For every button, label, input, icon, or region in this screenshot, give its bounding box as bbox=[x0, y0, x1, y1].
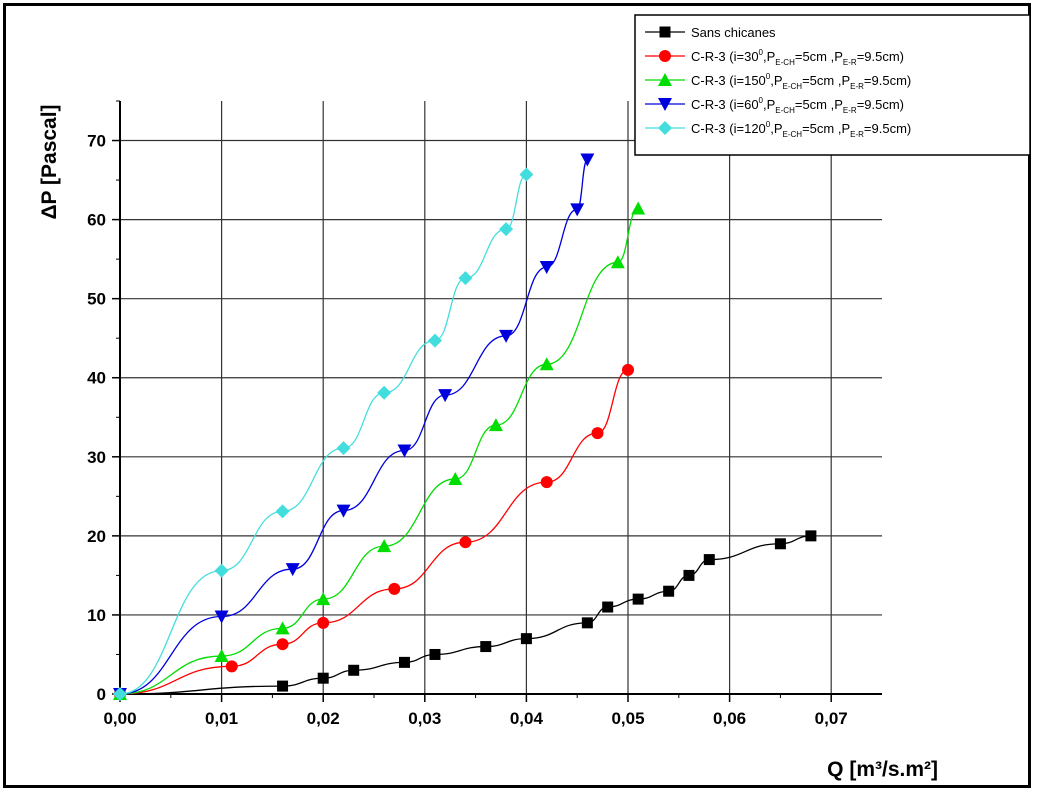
x-tick-label: 0,00 bbox=[103, 709, 136, 728]
legend-label: Sans chicanes bbox=[691, 25, 776, 40]
series-4 bbox=[113, 167, 534, 701]
x-tick-label: 0,01 bbox=[205, 709, 238, 728]
series-3 bbox=[113, 153, 595, 701]
data-point bbox=[429, 648, 441, 660]
data-point bbox=[459, 536, 472, 549]
data-point bbox=[591, 427, 604, 440]
legend: Sans chicanes C-R-3 (i=300,PE-CH=5cm ,PE-… bbox=[634, 14, 1031, 156]
data-point bbox=[622, 363, 634, 376]
data-point bbox=[632, 593, 644, 605]
legend-label: C-R-3 (i=600,PE-CH=5cm ,PE-R=9.5cm) bbox=[691, 96, 904, 115]
data-point bbox=[458, 271, 473, 286]
data-point bbox=[397, 444, 412, 458]
series-layer bbox=[113, 153, 817, 701]
grid bbox=[120, 101, 882, 694]
data-point bbox=[499, 329, 514, 343]
data-point bbox=[703, 554, 715, 566]
data-point bbox=[275, 504, 290, 519]
series-2 bbox=[113, 201, 646, 700]
data-point bbox=[570, 203, 585, 217]
data-point bbox=[277, 680, 289, 692]
x-tick-label: 0,06 bbox=[713, 709, 746, 728]
data-point bbox=[581, 617, 593, 629]
data-point bbox=[316, 592, 331, 606]
series-0 bbox=[114, 530, 817, 700]
y-tick-label: 50 bbox=[87, 290, 106, 309]
data-point bbox=[488, 418, 503, 432]
legend-marker bbox=[659, 50, 671, 62]
data-point bbox=[499, 222, 514, 237]
data-point bbox=[663, 585, 675, 597]
data-point bbox=[540, 476, 553, 489]
data-point bbox=[805, 530, 817, 542]
data-point bbox=[225, 660, 238, 673]
data-point bbox=[214, 649, 229, 663]
x-tick-label: 0,05 bbox=[611, 709, 644, 728]
data-point bbox=[336, 441, 351, 456]
series-line bbox=[119, 369, 629, 695]
data-point bbox=[610, 255, 625, 269]
data-point bbox=[448, 471, 463, 485]
data-point bbox=[377, 385, 392, 400]
data-point bbox=[285, 563, 300, 577]
data-point bbox=[774, 538, 786, 550]
data-point bbox=[438, 389, 453, 403]
data-point bbox=[539, 357, 554, 371]
data-point bbox=[519, 167, 534, 182]
data-point bbox=[377, 539, 392, 553]
legend-entry: C-R-3 (i=600,PE-CH=5cm ,PE-R=9.5cm) bbox=[645, 96, 904, 115]
legend-marker bbox=[659, 26, 671, 38]
data-point bbox=[275, 621, 290, 635]
series-1 bbox=[114, 363, 634, 700]
data-point bbox=[113, 687, 127, 701]
data-point bbox=[348, 664, 360, 676]
y-tick-label: 60 bbox=[87, 211, 106, 230]
data-point bbox=[683, 569, 695, 581]
data-point bbox=[580, 153, 595, 167]
x-tick-label: 0,07 bbox=[815, 709, 848, 728]
legend-marker bbox=[658, 73, 672, 86]
y-tick-label: 0 bbox=[97, 685, 106, 704]
legend-entry: C-R-3 (i=1200,PE-CH=5cm ,PE-R=9.5cm) bbox=[645, 120, 911, 139]
data-point bbox=[398, 656, 410, 668]
data-point bbox=[602, 601, 614, 613]
legend-marker bbox=[658, 121, 672, 135]
legend-box bbox=[634, 14, 1031, 156]
data-point bbox=[214, 563, 229, 578]
data-point bbox=[317, 672, 329, 684]
data-point bbox=[388, 582, 401, 595]
legend-entry: C-R-3 (i=1500,PE-CH=5cm ,PE-R=9.5cm) bbox=[645, 72, 911, 91]
x-axis-label: Q [m³/s.m²] bbox=[827, 758, 938, 781]
legend-entry: C-R-3 (i=300,PE-CH=5cm ,PE-R=9.5cm) bbox=[645, 48, 904, 67]
y-tick-label: 30 bbox=[87, 448, 106, 467]
legend-marker bbox=[658, 98, 672, 111]
data-point bbox=[214, 610, 229, 624]
legend-label: C-R-3 (i=1500,PE-CH=5cm ,PE-R=9.5cm) bbox=[691, 72, 911, 91]
data-point bbox=[317, 616, 330, 629]
x-tick-label: 0,04 bbox=[510, 709, 544, 728]
series-line bbox=[119, 158, 588, 695]
data-point bbox=[520, 633, 532, 645]
x-tick-label: 0,02 bbox=[307, 709, 340, 728]
data-point bbox=[276, 638, 289, 651]
data-point bbox=[539, 261, 554, 275]
legend-label: C-R-3 (i=1200,PE-CH=5cm ,PE-R=9.5cm) bbox=[691, 120, 911, 139]
data-point bbox=[427, 333, 442, 348]
data-point bbox=[336, 504, 351, 518]
y-axis-label: ΔP [Pascal] bbox=[38, 104, 61, 219]
y-tick-label: 10 bbox=[87, 606, 106, 625]
y-tick-label: 20 bbox=[87, 527, 106, 546]
x-tick-label: 0,03 bbox=[408, 709, 441, 728]
y-tick-label: 70 bbox=[87, 132, 106, 151]
data-point bbox=[480, 641, 492, 653]
axes: 0,00 0,01 0,02 0,03 0,04 0,05 0,06 0,07 0 10 20 30 4… bbox=[38, 100, 938, 781]
data-point bbox=[631, 201, 646, 215]
y-tick-label: 40 bbox=[87, 369, 106, 388]
legend-label: C-R-3 (i=300,PE-CH=5cm ,PE-R=9.5cm) bbox=[691, 48, 904, 67]
series-line bbox=[119, 207, 639, 695]
legend-entry: Sans chicanes bbox=[645, 25, 776, 40]
